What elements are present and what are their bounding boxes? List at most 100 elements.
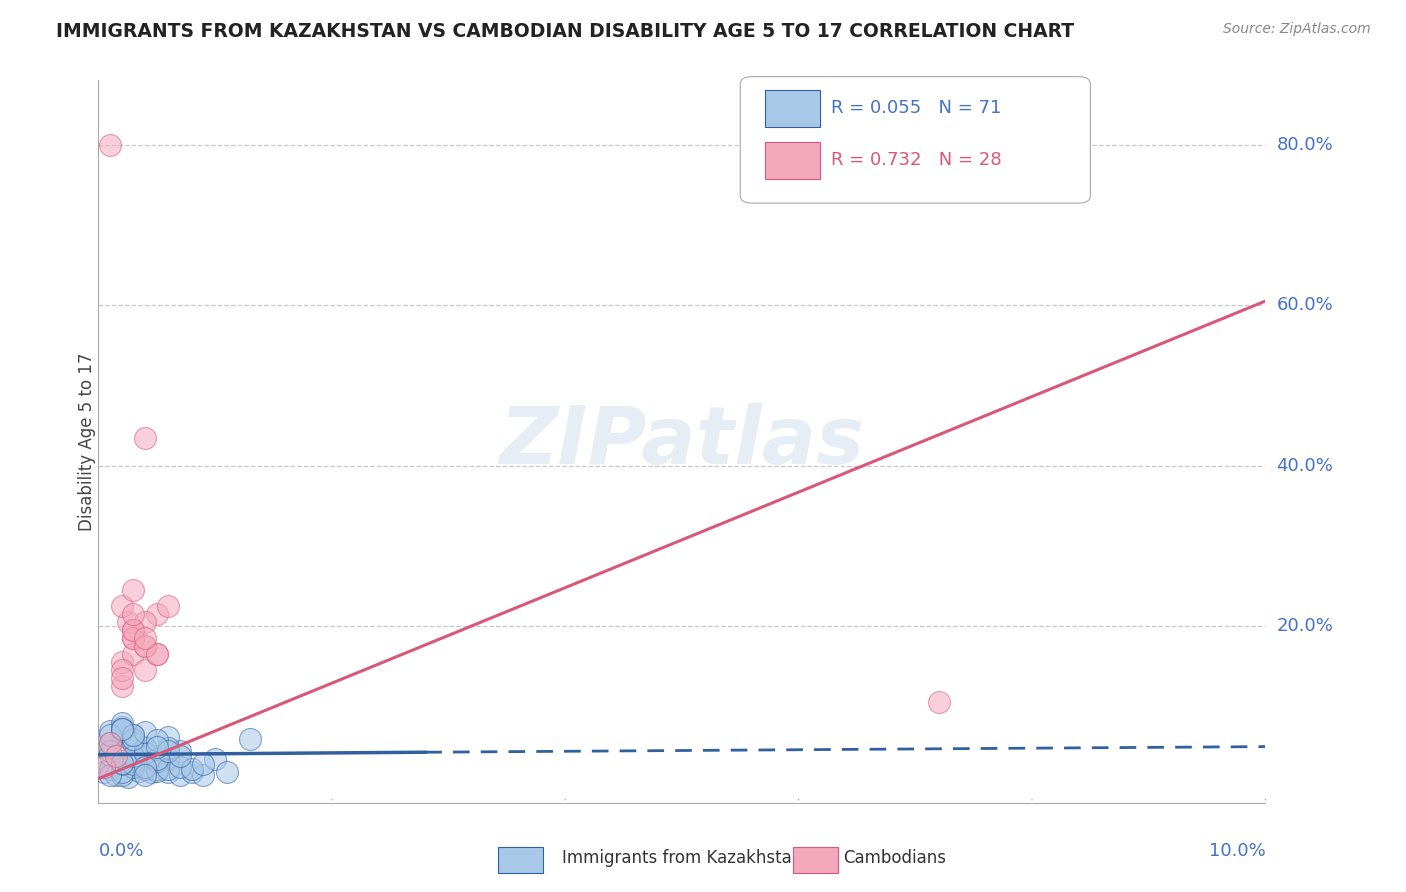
Point (117, 770, 139, 784)
FancyBboxPatch shape (765, 143, 820, 178)
Point (122, 751, 145, 765)
Point (122, 728, 145, 742)
Point (134, 762, 156, 776)
Point (157, 744, 180, 758)
Point (146, 648, 169, 662)
Point (157, 765, 180, 780)
Text: 80.0%: 80.0% (1277, 136, 1333, 153)
Point (98, 744, 121, 758)
Point (98, 735, 121, 749)
Point (134, 739, 156, 754)
Point (157, 730, 180, 744)
Point (122, 728, 145, 742)
Point (169, 744, 191, 758)
Point (122, 735, 145, 749)
Point (111, 765, 134, 780)
Point (111, 731, 134, 746)
Text: R = 0.732   N = 28: R = 0.732 N = 28 (831, 152, 1002, 169)
Point (146, 607, 169, 621)
Point (98, 767, 121, 781)
Point (98, 735, 121, 749)
Point (122, 632, 145, 646)
Text: 20.0%: 20.0% (1277, 617, 1333, 635)
Text: Source: ZipAtlas.com: Source: ZipAtlas.com (1223, 22, 1371, 37)
Point (146, 648, 169, 662)
Point (193, 767, 215, 781)
Point (134, 430, 156, 444)
Point (111, 664, 134, 678)
Point (157, 599, 180, 614)
Point (134, 741, 156, 756)
Point (122, 648, 145, 662)
Point (122, 749, 145, 764)
Point (122, 757, 145, 772)
Point (169, 760, 191, 774)
Point (122, 733, 145, 747)
Point (157, 741, 180, 756)
Point (215, 765, 238, 780)
Point (111, 722, 134, 736)
Point (98, 723, 121, 738)
Point (122, 632, 145, 646)
Point (146, 749, 169, 764)
Point (134, 746, 156, 760)
Point (239, 731, 262, 746)
Point (146, 739, 169, 754)
Point (146, 751, 169, 765)
Point (134, 760, 156, 774)
Point (98, 747, 121, 762)
FancyBboxPatch shape (741, 77, 1091, 203)
Text: 0.0%: 0.0% (98, 842, 143, 860)
Point (122, 583, 145, 598)
Point (134, 749, 156, 764)
Point (180, 765, 202, 780)
Point (98, 762, 121, 776)
Text: Immigrants from Kazakhstan: Immigrants from Kazakhstan (562, 849, 803, 867)
Point (104, 767, 127, 781)
Point (128, 764, 150, 778)
Point (111, 756, 134, 770)
Point (98, 728, 121, 742)
Point (111, 655, 134, 669)
Point (134, 767, 156, 781)
Y-axis label: Disability Age 5 to 17: Disability Age 5 to 17 (79, 352, 96, 531)
Point (111, 715, 134, 730)
Point (146, 756, 169, 770)
Point (98, 137, 121, 152)
Point (180, 762, 202, 776)
Point (122, 623, 145, 637)
Point (134, 741, 156, 756)
Text: 10.0%: 10.0% (1209, 842, 1265, 860)
Point (122, 623, 145, 637)
Point (104, 749, 127, 764)
Point (93, 760, 115, 774)
Point (111, 757, 134, 772)
Point (122, 735, 145, 749)
Point (111, 680, 134, 694)
Point (111, 723, 134, 738)
Point (139, 765, 162, 780)
Text: ZIPatlas: ZIPatlas (499, 402, 865, 481)
Point (134, 725, 156, 739)
Point (157, 751, 180, 765)
Text: R = 0.055   N = 71: R = 0.055 N = 71 (831, 100, 1001, 118)
Point (134, 664, 156, 678)
Point (134, 615, 156, 630)
Point (111, 722, 134, 736)
Point (111, 757, 134, 772)
FancyBboxPatch shape (765, 90, 820, 127)
Text: IMMIGRANTS FROM KAZAKHSTAN VS CAMBODIAN DISABILITY AGE 5 TO 17 CORRELATION CHART: IMMIGRANTS FROM KAZAKHSTAN VS CAMBODIAN … (56, 22, 1074, 41)
Text: 60.0%: 60.0% (1277, 296, 1333, 314)
Point (111, 671, 134, 685)
Point (134, 639, 156, 653)
Point (146, 754, 169, 768)
Point (134, 639, 156, 653)
Point (117, 615, 139, 630)
Point (134, 741, 156, 756)
Point (134, 760, 156, 774)
Point (122, 760, 145, 774)
Point (93, 765, 115, 780)
Point (122, 731, 145, 746)
Point (111, 719, 134, 733)
Point (169, 749, 191, 764)
